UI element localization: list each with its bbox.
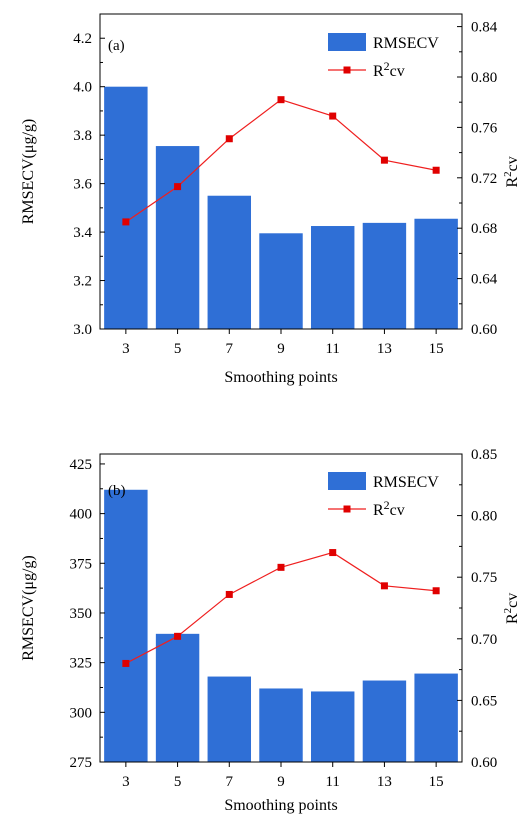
r2cv-point-15 — [432, 166, 440, 174]
x-tick-label: 5 — [174, 341, 182, 357]
r2cv-point-11 — [329, 549, 337, 557]
bar-5 — [155, 633, 200, 762]
bar-3 — [104, 86, 148, 329]
r2cv-point-7 — [225, 135, 233, 143]
bar-9 — [259, 233, 303, 329]
r2cv-point-5 — [174, 183, 182, 191]
x-tick-label: 13 — [377, 341, 392, 357]
bar-9 — [259, 688, 303, 762]
legend-bar-swatch — [328, 33, 366, 51]
r2cv-point-13 — [380, 156, 388, 164]
legend-bar-label: RMSECV — [373, 35, 439, 52]
y2-tick-label: 0.76 — [471, 120, 498, 136]
legend-line-marker — [343, 66, 351, 74]
y-tick-label: 3.2 — [73, 274, 92, 290]
y-tick-label: 3.6 — [73, 177, 92, 193]
r2cv-point-9 — [277, 96, 285, 104]
x-tick-label: 3 — [122, 341, 130, 357]
legend-bar-label: RMSECV — [373, 474, 439, 491]
x-tick-label: 13 — [377, 774, 392, 790]
legend-line-label: R2cv — [373, 498, 405, 519]
panel-label: (a) — [108, 38, 125, 54]
x-tick-label: 9 — [277, 774, 285, 790]
y2-tick-label: 0.65 — [471, 693, 497, 709]
x-tick-label: 7 — [226, 774, 234, 790]
y-tick-label: 275 — [70, 755, 93, 771]
y2-tick-label: 0.60 — [471, 755, 497, 771]
bar-15 — [414, 673, 458, 762]
x-tick-label: 15 — [429, 774, 444, 790]
y-tick-label: 300 — [70, 705, 93, 721]
x-tick-label: 15 — [429, 341, 444, 357]
bar-11 — [310, 226, 355, 329]
bar-13 — [362, 222, 407, 329]
r2cv-point-13 — [380, 582, 388, 590]
bar-13 — [362, 680, 407, 762]
r2cv-point-11 — [329, 112, 337, 120]
y2-axis-label: R2cv — [502, 593, 521, 624]
bar-15 — [414, 218, 458, 329]
x-tick-label: 7 — [226, 341, 234, 357]
y2-axis-label: R2cv — [502, 156, 521, 187]
y-tick-label: 400 — [70, 507, 93, 523]
y2-tick-label: 0.80 — [471, 509, 497, 525]
panel-label: (b) — [108, 483, 126, 499]
y-tick-label: 4.2 — [73, 31, 92, 47]
y-axis-label: RMSECV(μg/g) — [20, 119, 37, 224]
x-axis-label: Smoothing points — [224, 797, 337, 814]
y-tick-label: 3.4 — [73, 225, 92, 241]
legend-line-label: R2cv — [373, 59, 405, 80]
bar-7 — [207, 195, 252, 329]
x-tick-label: 11 — [325, 774, 339, 790]
y2-tick-label: 0.84 — [471, 20, 498, 36]
r2cv-point-3 — [122, 218, 130, 226]
r2cv-point-3 — [122, 659, 130, 667]
y2-tick-label: 0.60 — [471, 322, 497, 338]
y2-tick-label: 0.70 — [471, 632, 497, 648]
y2-tick-label: 0.64 — [471, 272, 498, 288]
x-tick-label: 11 — [325, 341, 339, 357]
r2cv-point-9 — [277, 563, 285, 571]
x-tick-label: 9 — [277, 341, 285, 357]
y2-tick-label: 0.80 — [471, 70, 497, 86]
y2-tick-label: 0.75 — [471, 570, 497, 586]
y2-tick-label: 0.72 — [471, 171, 497, 187]
bar-7 — [207, 676, 252, 762]
y-tick-label: 375 — [70, 556, 93, 572]
y-tick-label: 425 — [70, 457, 93, 473]
r2cv-point-15 — [432, 587, 440, 595]
x-axis-label: Smoothing points — [224, 369, 337, 386]
x-tick-label: 5 — [174, 774, 182, 790]
y-tick-label: 350 — [70, 606, 93, 622]
y2-axis-label-text: R2cv — [502, 156, 521, 187]
y2-tick-label: 0.85 — [471, 447, 497, 463]
y2-tick-label: 0.68 — [471, 221, 497, 237]
r2cv-point-5 — [174, 632, 182, 640]
y-tick-label: 3.0 — [73, 322, 92, 338]
r2cv-point-7 — [225, 590, 233, 598]
y-tick-label: 4.0 — [73, 80, 92, 96]
legend-bar-swatch — [328, 472, 366, 490]
bar-3 — [104, 489, 148, 762]
y-tick-label: 3.8 — [73, 128, 92, 144]
y-axis-label: RMSECV(μg/g) — [20, 555, 37, 660]
bar-11 — [310, 691, 355, 762]
legend-line-marker — [343, 505, 351, 513]
bar-5 — [155, 146, 200, 329]
x-tick-label: 3 — [122, 774, 130, 790]
y-tick-label: 325 — [70, 656, 93, 672]
y2-axis-label-text: R2cv — [502, 593, 521, 624]
